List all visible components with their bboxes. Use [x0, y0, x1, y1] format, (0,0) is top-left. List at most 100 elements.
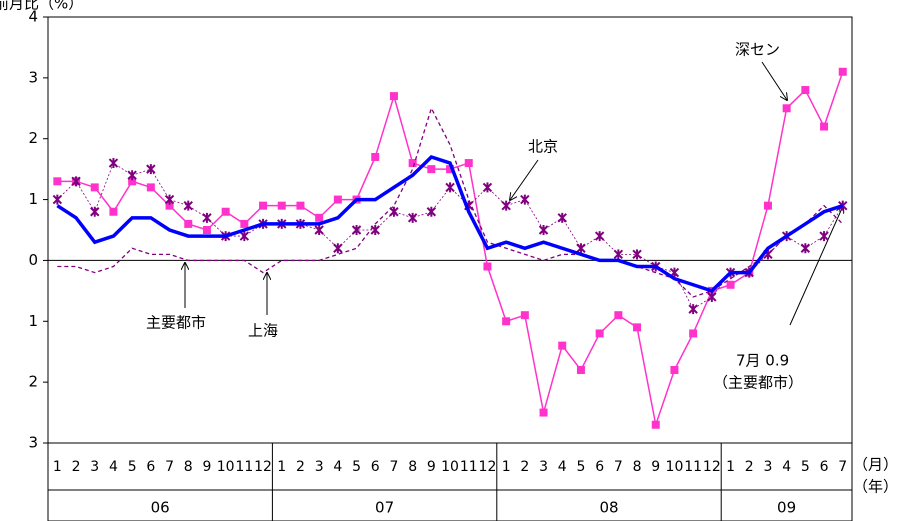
marker — [445, 182, 455, 193]
marker — [427, 165, 436, 174]
x-tick-label: 5 — [128, 459, 137, 475]
year-label: 07 — [375, 499, 394, 517]
marker — [90, 206, 100, 217]
marker — [614, 311, 623, 320]
marker — [109, 207, 118, 216]
marker — [820, 122, 829, 131]
marker — [296, 201, 305, 210]
x-tick-label: 8 — [408, 459, 417, 475]
marker — [407, 212, 418, 223]
x-tick-label: 6 — [820, 459, 829, 475]
x-tick-label: 1 — [277, 459, 286, 475]
x-tick-label: 5 — [576, 459, 585, 475]
y-tick-label: 4 — [28, 8, 38, 26]
marker — [763, 201, 772, 210]
arrow — [761, 61, 787, 100]
x-tick-label: 9 — [651, 459, 660, 475]
x-tick-label: 3 — [763, 459, 772, 475]
marker — [389, 92, 398, 101]
marker — [557, 212, 567, 223]
x-tick-label: 7 — [165, 459, 174, 475]
marker — [71, 176, 81, 187]
year-label: 09 — [777, 499, 796, 517]
x-tick-label: 7 — [389, 459, 398, 475]
arrow — [789, 206, 843, 326]
marker — [838, 67, 847, 76]
marker — [800, 243, 811, 254]
year-label: 08 — [599, 499, 618, 517]
x-tick-label: 8 — [184, 459, 193, 475]
marker — [164, 194, 175, 205]
marker — [782, 104, 791, 113]
marker — [426, 206, 437, 217]
x-tick-label: 1 — [726, 459, 735, 475]
x-tick-label: 10 — [441, 459, 459, 475]
annotation: 上海 — [248, 322, 278, 340]
x-tick-label: 6 — [595, 459, 604, 475]
marker — [688, 304, 698, 315]
marker — [127, 170, 137, 181]
marker — [221, 207, 230, 216]
marker — [520, 194, 530, 205]
x-tick-label: 2 — [745, 459, 754, 475]
y-tick-label: 3 — [28, 434, 38, 452]
x-tick-label: 10 — [666, 459, 684, 475]
marker — [538, 225, 549, 235]
x-tick-label: 8 — [633, 459, 642, 475]
x-tick-label: 2 — [296, 459, 305, 475]
marker — [184, 219, 193, 228]
x-tick-label: 3 — [315, 459, 324, 475]
series-line — [56, 154, 844, 293]
x-tick-label: 7 — [838, 459, 847, 475]
x-tick-label: 9 — [202, 459, 211, 475]
x-tick-label: 1 — [502, 459, 511, 475]
marker — [146, 183, 155, 192]
marker — [351, 225, 362, 235]
x-tick-label: 4 — [109, 459, 118, 475]
marker — [202, 212, 212, 223]
marker — [183, 200, 193, 211]
y-tick-label: 1 — [28, 190, 38, 208]
x-tick-label: 11 — [460, 459, 478, 475]
marker — [558, 341, 567, 350]
marker — [408, 159, 417, 168]
marker — [165, 201, 174, 210]
marker — [707, 291, 717, 302]
marker — [576, 365, 585, 374]
x-tick-label: 5 — [801, 459, 810, 475]
marker — [595, 329, 604, 338]
x-tick-label: 7 — [614, 459, 623, 475]
x-tick-label: 12 — [703, 459, 721, 475]
marker — [520, 311, 529, 320]
arrow — [510, 159, 539, 200]
year-label: 06 — [151, 499, 170, 517]
series-line — [57, 106, 844, 298]
marker — [464, 159, 473, 168]
x-tick-label: 12 — [254, 459, 272, 475]
marker — [502, 317, 511, 326]
y-tick-label: 1 — [28, 312, 38, 330]
marker — [314, 225, 324, 235]
marker — [594, 231, 605, 242]
marker — [801, 86, 810, 95]
x-tick-label: 1 — [53, 459, 62, 475]
annotation: （主要都市） — [713, 374, 803, 392]
annotation: 7月 0.9 — [736, 352, 789, 370]
marker — [446, 165, 455, 174]
marker — [333, 195, 342, 204]
marker — [651, 420, 660, 429]
marker — [482, 182, 493, 193]
marker — [689, 329, 698, 338]
annotation: 深セン — [735, 41, 780, 59]
x-tick-label: 11 — [684, 459, 702, 475]
marker — [53, 177, 62, 186]
y-tick-label: 2 — [28, 373, 38, 391]
marker — [633, 323, 642, 332]
marker — [333, 243, 343, 254]
x-tick-label: 2 — [72, 459, 81, 475]
marker — [90, 183, 99, 192]
marker — [202, 226, 211, 234]
x-tick-label: 3 — [539, 459, 548, 475]
x-tick-label: 10 — [217, 459, 235, 475]
x-unit: （月） — [853, 456, 898, 474]
